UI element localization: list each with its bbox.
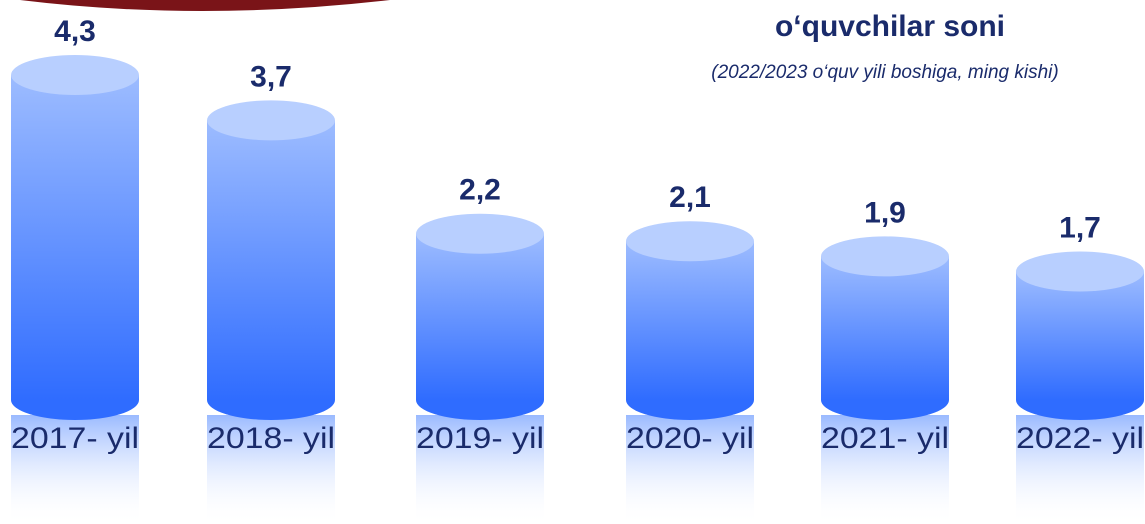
bar-reflection xyxy=(416,415,544,524)
x-tick-label: 2017- yil xyxy=(11,422,139,455)
value-label: 2,2 xyxy=(459,174,501,207)
value-label: 4,3 xyxy=(54,15,96,48)
decoration xyxy=(20,0,390,11)
bar-top xyxy=(207,100,335,141)
bar xyxy=(416,233,544,400)
value-label: 1,9 xyxy=(864,196,906,229)
value-label: 1,7 xyxy=(1059,211,1101,244)
bar-reflection xyxy=(207,415,335,524)
bar-reflection xyxy=(1016,415,1144,524)
x-tick-label: 2018- yil xyxy=(207,422,335,455)
chart-title: o‘quvchilar soni xyxy=(775,10,1005,43)
bar xyxy=(626,241,754,400)
x-tick-label: 2019- yil xyxy=(416,422,544,455)
bar-top xyxy=(821,236,949,277)
bar xyxy=(1016,271,1144,400)
bar-reflection xyxy=(11,415,139,524)
bar xyxy=(11,75,139,400)
bar-top xyxy=(1016,251,1144,292)
chart-subtitle: (2022/2023 o‘quv yili boshiga, ming kish… xyxy=(711,62,1058,83)
bar-top xyxy=(11,55,139,95)
bar xyxy=(207,120,335,400)
x-tick-label: 2021- yil xyxy=(821,422,949,455)
x-tick-label: 2022- yil xyxy=(1016,422,1144,455)
value-label: 2,1 xyxy=(669,181,711,214)
x-tick-label: 2020- yil xyxy=(626,422,754,455)
bar-top xyxy=(626,221,754,262)
value-label: 3,7 xyxy=(250,60,292,93)
bar-reflection xyxy=(821,415,949,524)
bar-top xyxy=(416,213,544,254)
bar-reflection xyxy=(626,415,754,524)
bar xyxy=(821,256,949,400)
